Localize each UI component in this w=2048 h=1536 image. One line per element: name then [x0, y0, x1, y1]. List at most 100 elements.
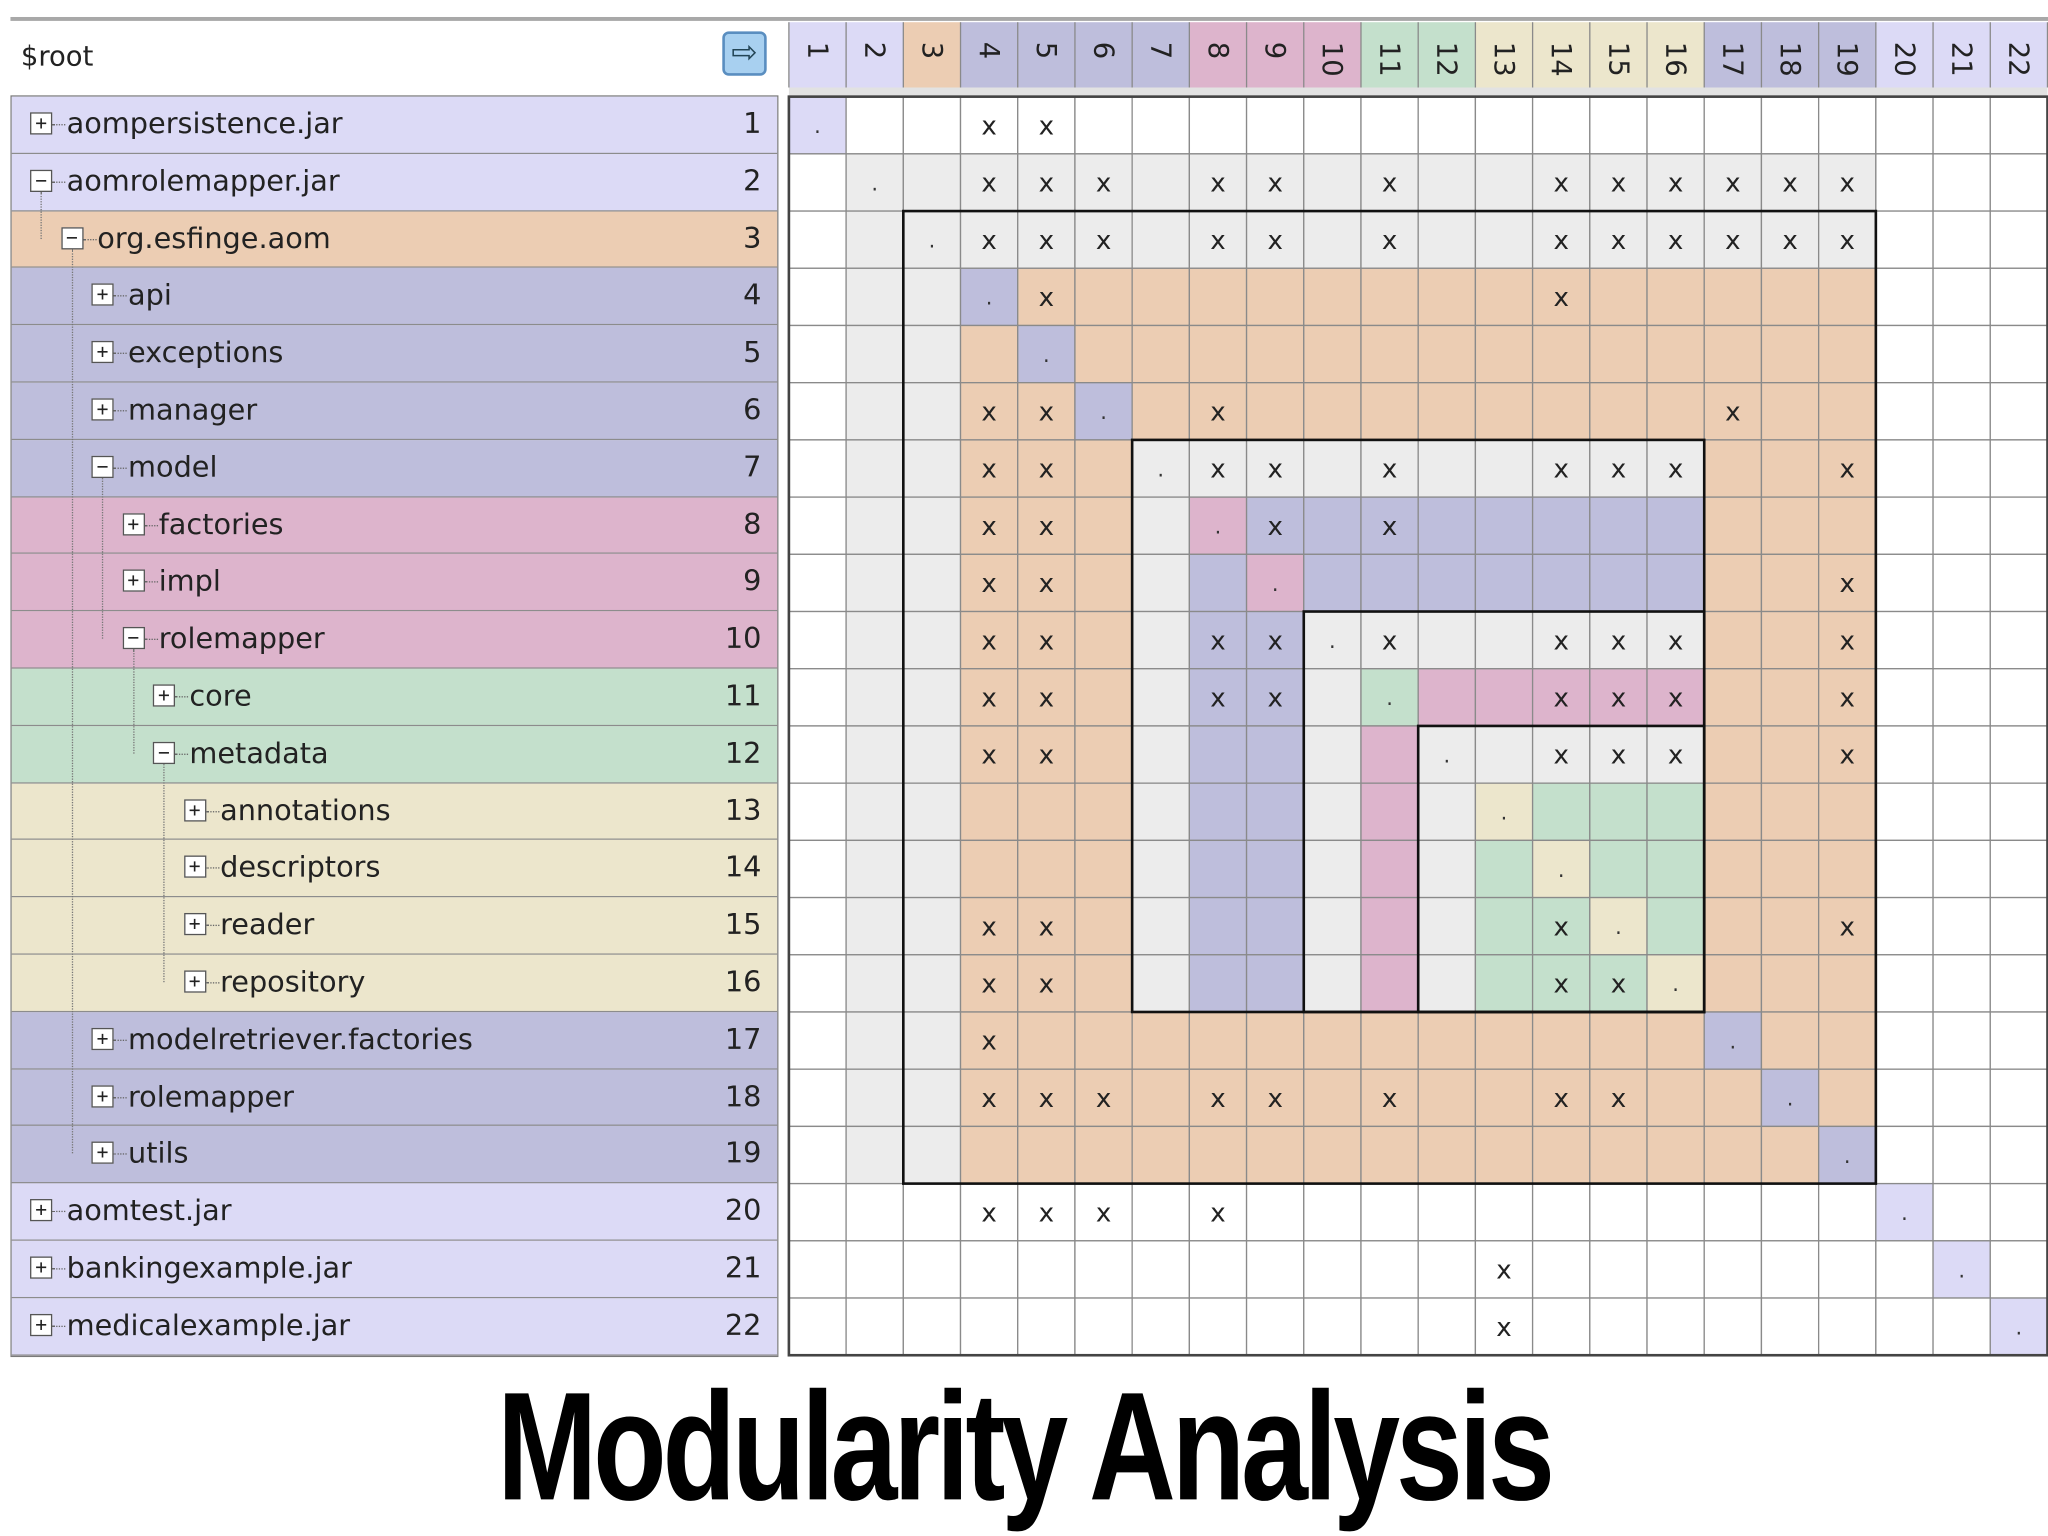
tree-connector	[205, 982, 219, 984]
tree-row[interactable]: + core 11	[11, 668, 778, 726]
expand-icon[interactable]: +	[91, 1084, 114, 1108]
matrix-cell	[1531, 267, 1591, 327]
matrix-cell	[845, 1240, 904, 1299]
dependency-mark: x	[1382, 169, 1397, 199]
matrix-cell	[845, 496, 904, 555]
matrix-cell	[1474, 267, 1534, 327]
expand-icon[interactable]: +	[91, 398, 114, 421]
matrix-cell	[1188, 1240, 1248, 1299]
matrix-cell	[1017, 896, 1076, 956]
slide-title: Modularity Analysis	[497, 1360, 1555, 1534]
tree-connector	[52, 124, 66, 126]
expand-icon[interactable]: +	[183, 913, 206, 936]
matrix-cell	[788, 267, 847, 327]
collapse-icon[interactable]: −	[91, 455, 114, 478]
expand-icon[interactable]: +	[122, 512, 145, 535]
expand-icon[interactable]: +	[30, 1199, 53, 1222]
matrix-cell	[1474, 324, 1534, 384]
expand-icon[interactable]: +	[30, 1256, 53, 1279]
matrix-cell	[1074, 668, 1133, 727]
collapse-icon[interactable]: −	[122, 627, 145, 650]
module-boundary	[902, 209, 1878, 1185]
matrix-cell	[1875, 1068, 1934, 1128]
arrow-right-icon[interactable]: ⇨	[722, 31, 767, 76]
expand-icon[interactable]: +	[30, 112, 53, 135]
matrix-cell	[902, 839, 962, 899]
expand-icon[interactable]: +	[183, 970, 206, 993]
expand-icon[interactable]: +	[122, 569, 145, 593]
matrix-cell	[1646, 439, 1705, 498]
module-tree: + aompersistence.jar 1− aomrolemapper.jar 2−…	[10, 95, 779, 1358]
matrix-cell	[1531, 382, 1591, 441]
tree-row[interactable]: + reader 15	[11, 897, 778, 955]
matrix-cell	[1131, 954, 1191, 1013]
matrix-cell	[1875, 382, 1934, 441]
collapse-icon[interactable]: −	[60, 226, 83, 249]
tree-row[interactable]: + bankingexample.jar 21	[11, 1240, 778, 1299]
tree-row[interactable]: + aomtest.jar 20	[11, 1183, 778, 1241]
tree-row[interactable]: − aomrolemapper.jar 2	[11, 153, 778, 212]
dependency-mark: x	[1668, 455, 1683, 485]
matrix-cell	[845, 1068, 904, 1128]
matrix-cell	[1703, 553, 1763, 613]
expand-icon[interactable]: +	[183, 798, 206, 822]
tree-row[interactable]: − metadata 12	[11, 725, 778, 784]
tree-row[interactable]: + factories 8	[11, 497, 778, 555]
dependency-mark: x	[1840, 683, 1855, 713]
dependency-mark: x	[981, 1027, 996, 1057]
tree-row[interactable]: + api 4	[11, 268, 778, 326]
tree-row[interactable]: + repository 16	[11, 954, 778, 1012]
tree-row[interactable]: + utils 19	[11, 1126, 778, 1184]
collapse-icon[interactable]: −	[152, 741, 176, 764]
matrix-cell	[1760, 553, 1820, 613]
dependency-mark: x	[1668, 226, 1683, 256]
matrix-cell	[959, 382, 1019, 441]
dependency-mark: x	[981, 512, 996, 542]
matrix-cell	[1989, 1240, 2048, 1299]
expand-icon[interactable]: +	[91, 341, 114, 364]
column-number: 16	[1659, 42, 1690, 77]
matrix-cell	[1932, 496, 1991, 555]
tree-row[interactable]: + rolemapper 18	[11, 1069, 778, 1127]
matrix-cell	[1303, 382, 1362, 441]
tree-row[interactable]: + aompersistence.jar 1	[11, 96, 778, 154]
column-header	[1990, 22, 2048, 88]
expand-icon[interactable]: +	[152, 684, 176, 707]
tree-row[interactable]: − org.esfinge.aom 3	[11, 211, 778, 269]
matrix-cell	[1017, 782, 1076, 842]
tree-row[interactable]: + modelretriever.factories 17	[11, 1011, 778, 1070]
dependency-mark: x	[1210, 1084, 1225, 1114]
tree-row[interactable]: + manager 6	[11, 382, 778, 440]
matrix-cell	[1646, 1297, 1705, 1356]
matrix-cell	[1417, 496, 1477, 555]
dependency-mark: x	[1840, 455, 1855, 485]
tree-row-label: api	[127, 280, 172, 313]
expand-icon[interactable]: +	[183, 856, 206, 879]
dependency-mark: x	[1782, 169, 1797, 199]
matrix-cell	[1188, 324, 1248, 384]
tree-row[interactable]: + descriptors 14	[11, 840, 778, 898]
matrix-cell	[1817, 839, 1877, 899]
diagonal-marker: .	[1100, 400, 1107, 424]
matrix-cell	[1646, 1068, 1705, 1128]
root-header: $root ⇨	[10, 22, 779, 88]
expand-icon[interactable]: +	[91, 1027, 114, 1050]
tree-row[interactable]: + impl 9	[11, 554, 778, 612]
tree-row[interactable]: + exceptions 5	[11, 325, 778, 383]
tree-row[interactable]: + annotations 13	[11, 783, 778, 841]
tree-connector	[144, 581, 158, 584]
collapse-icon[interactable]: −	[30, 169, 53, 192]
matrix-cell	[1188, 954, 1248, 1013]
tree-row[interactable]: − model 7	[11, 439, 778, 498]
matrix-cell	[1188, 782, 1248, 842]
dependency-mark: x	[1039, 1084, 1054, 1114]
expand-icon[interactable]: +	[30, 1313, 53, 1336]
tree-row[interactable]: + medicalexample.jar 22	[11, 1298, 778, 1356]
matrix-cell	[1474, 954, 1534, 1013]
expand-icon[interactable]: +	[91, 1142, 114, 1165]
tree-row[interactable]: − rolemapper 10	[11, 611, 778, 669]
matrix-cell	[1760, 1182, 1820, 1242]
expand-icon[interactable]: +	[91, 283, 114, 307]
dependency-mark: x	[1496, 1256, 1511, 1286]
matrix-cell	[1360, 725, 1419, 784]
